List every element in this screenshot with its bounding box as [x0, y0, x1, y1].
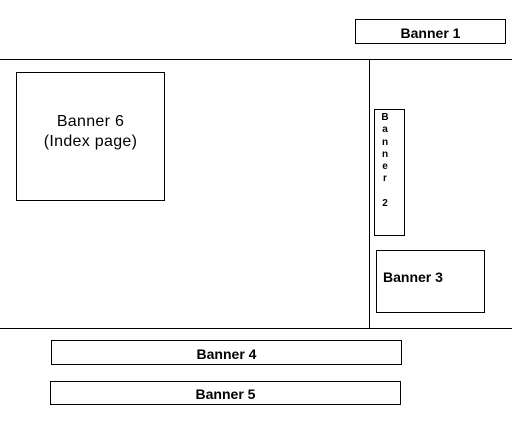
- banner-2-char: n: [381, 148, 389, 160]
- banner-2-char: B: [381, 112, 389, 123]
- banner-2-char: n: [381, 136, 389, 148]
- banner-2-box: B a n n e r 2: [374, 109, 405, 236]
- banner-2-char: e: [382, 161, 388, 173]
- banner-1-box: Banner 1: [355, 19, 506, 44]
- banner-4-label: Banner 4: [196, 346, 257, 362]
- banner-3-box: Banner 3: [376, 250, 485, 313]
- banner-6-title: Banner 6: [56, 113, 125, 130]
- bottom-divider-line: [0, 328, 512, 329]
- banner-6-subtitle: (Index page): [43, 133, 138, 150]
- banner-2-char: a: [382, 124, 388, 136]
- banner-2-vertical-label: B a n n e r 2: [379, 112, 391, 210]
- banner-2-char: r: [383, 173, 387, 185]
- banner-5-label: Banner 5: [195, 386, 256, 402]
- banner-2-char: [379, 186, 391, 198]
- top-divider-line: [0, 59, 512, 60]
- banner-2-char: 2: [382, 198, 388, 210]
- banner-4-box: Banner 4: [51, 340, 402, 365]
- sidebar-divider-line: [369, 59, 370, 329]
- banner-5-box: Banner 5: [50, 381, 401, 405]
- banner-3-label: Banner 3: [383, 269, 443, 285]
- banner-1-label: Banner 1: [400, 25, 461, 41]
- banner-6-box: Banner 6 (Index page): [16, 72, 165, 201]
